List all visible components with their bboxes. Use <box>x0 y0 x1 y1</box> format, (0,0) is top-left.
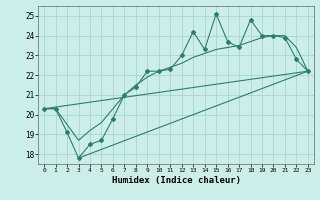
X-axis label: Humidex (Indice chaleur): Humidex (Indice chaleur) <box>111 176 241 185</box>
